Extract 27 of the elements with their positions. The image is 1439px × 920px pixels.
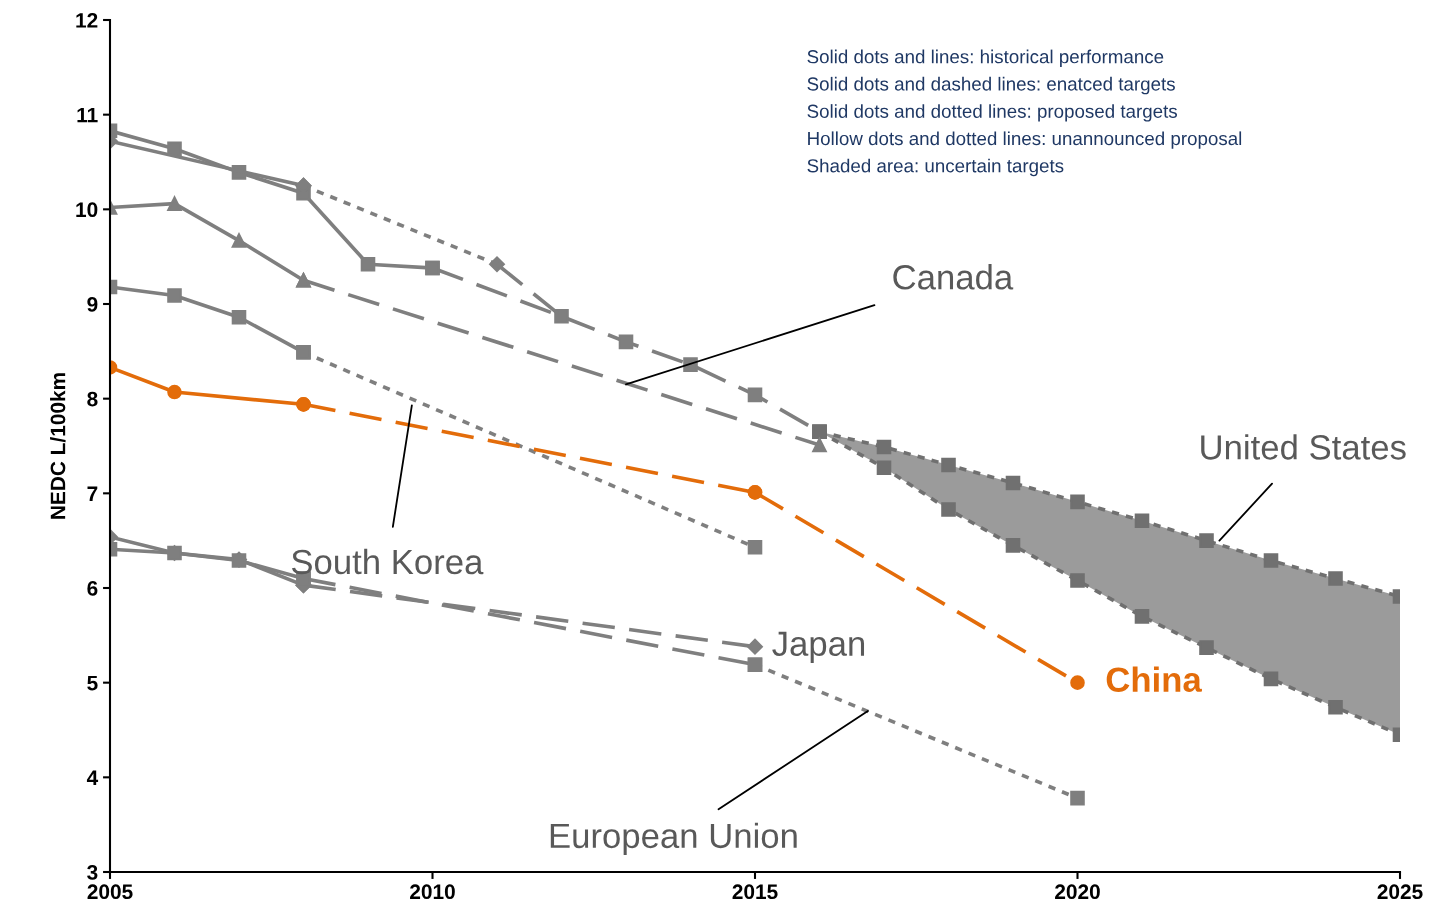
y-tick-label: 5 [87, 675, 98, 691]
y-tick-label: 6 [87, 581, 98, 596]
y-tick-label: 10 [76, 202, 98, 218]
x-tick-label: 2015 [732, 884, 778, 900]
x-tick-label: 2005 [87, 884, 133, 900]
annotation: Japan [772, 631, 865, 663]
y-tick-label: 11 [77, 107, 98, 123]
y-axis-title: NEDC L/100km [50, 373, 66, 519]
x-tick-label: 2020 [1055, 884, 1100, 900]
annotation: Shaded area: uncertain targets [807, 158, 1064, 177]
annotation: Solid dots and dotted lines: proposed targets [807, 104, 1177, 122]
annotation: Solid dots and dashed lines: enatced targets [807, 76, 1175, 95]
y-tick-label: 8 [87, 391, 98, 407]
y-tick-label: 7 [87, 486, 98, 501]
y-tick-label: 3 [87, 865, 98, 880]
y-tick-label: 12 [76, 13, 98, 28]
annotation: United States [1201, 434, 1406, 460]
y-tick-label: 9 [87, 297, 98, 312]
annotation: Canada [893, 264, 1014, 290]
x-tick-label: 2025 [1377, 884, 1423, 900]
annotation: Hollow dots and dotted lines: unannounced proposal [808, 131, 1242, 149]
annotation: China [1106, 666, 1202, 692]
x-tick-label: 2010 [410, 884, 455, 900]
annotation: European Union [550, 822, 797, 856]
y-tick-label: 4 [86, 770, 99, 785]
annotation: Solid dots and lines: historical performance [807, 49, 1164, 68]
annotation: South Korea [291, 548, 484, 575]
